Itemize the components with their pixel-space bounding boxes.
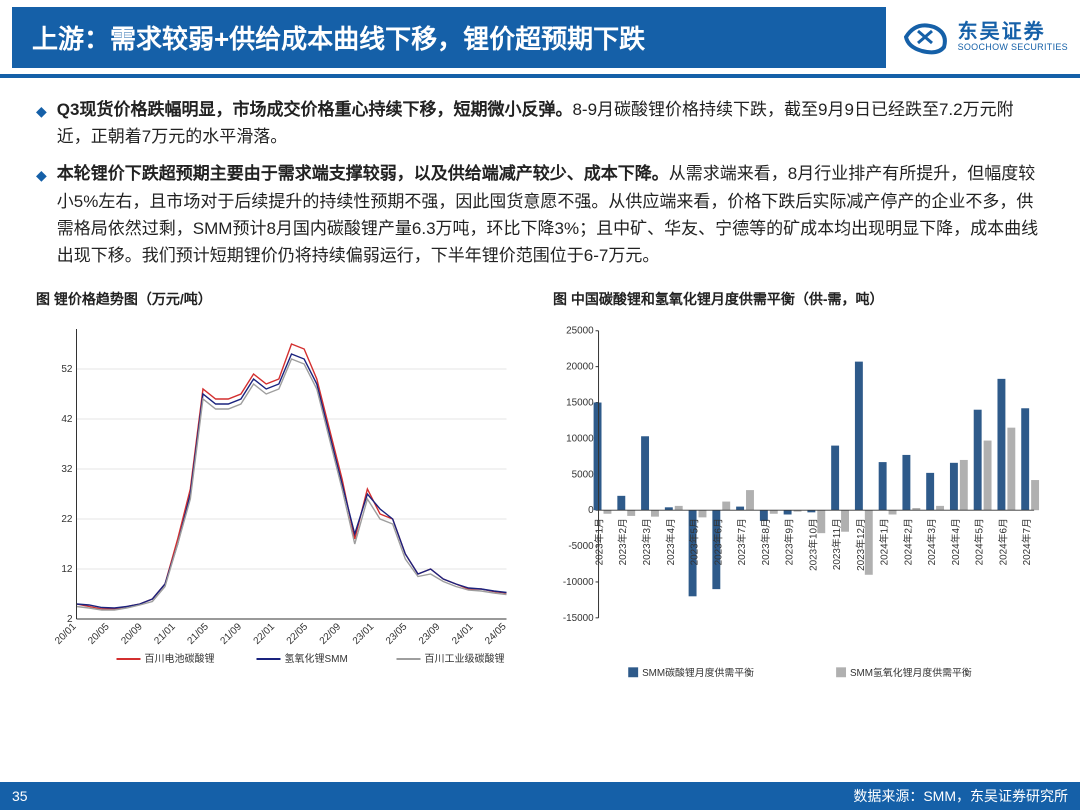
svg-text:百川工业级碳酸锂: 百川工业级碳酸锂 (425, 652, 505, 665)
svg-text:2023年10月: 2023年10月 (806, 518, 819, 571)
logo-cn: 东吴证券 (958, 21, 1068, 43)
svg-text:2023年11月: 2023年11月 (830, 518, 843, 570)
bullet-item: ◆ 本轮锂价下跌超预期主要由于需求端支撑较弱，以及供给端减产较少、成本下降。从需… (36, 160, 1044, 269)
content-body: ◆ Q3现货价格跌幅明显，市场成交价格重心持续下移，短期微小反弹。8-9月碳酸锂… (0, 78, 1080, 269)
charts-row: 图 锂价格趋势图（万元/吨） 2122232425220/0120/0520/0… (0, 279, 1080, 694)
svg-text:-5000: -5000 (568, 541, 594, 552)
svg-text:23/05: 23/05 (384, 621, 410, 647)
bullet-bold: Q3现货价格跌幅明显，市场成交价格重心持续下移，短期微小反弹。 (57, 100, 573, 119)
svg-text:SMM碳酸锂月度供需平衡: SMM碳酸锂月度供需平衡 (642, 666, 754, 679)
svg-text:22/09: 22/09 (318, 621, 344, 647)
svg-text:20000: 20000 (566, 362, 594, 373)
chart2-svg: -15000 -10000 -5000 0 5000 10000 15000 20000 250… (553, 319, 1044, 689)
svg-text:5000: 5000 (572, 469, 594, 480)
svg-text:2023年2月: 2023年2月 (616, 518, 629, 565)
svg-text:15000: 15000 (566, 398, 594, 409)
chart1-svg: 2122232425220/0120/0520/0921/0121/0521/0… (36, 319, 527, 669)
svg-text:21/05: 21/05 (185, 621, 211, 647)
svg-text:23/01: 23/01 (351, 621, 377, 647)
svg-text:2024年5月: 2024年5月 (973, 518, 986, 565)
svg-text:20/09: 20/09 (119, 621, 145, 647)
svg-text:百川电池碳酸锂: 百川电池碳酸锂 (145, 652, 215, 665)
svg-text:24/01: 24/01 (450, 621, 476, 647)
svg-text:2024年7月: 2024年7月 (1020, 518, 1033, 565)
svg-text:0: 0 (588, 505, 594, 516)
diamond-icon: ◆ (36, 164, 47, 269)
svg-text:2024年3月: 2024年3月 (925, 518, 938, 565)
svg-text:2023年12月: 2023年12月 (854, 518, 867, 571)
svg-text:32: 32 (61, 464, 73, 475)
chart1-title: 图 锂价格趋势图（万元/吨） (36, 289, 527, 309)
svg-text:52: 52 (61, 364, 73, 375)
svg-text:24/05: 24/05 (483, 621, 509, 647)
svg-text:2024年6月: 2024年6月 (996, 518, 1009, 565)
svg-text:20/05: 20/05 (86, 621, 112, 647)
chart2-title: 图 中国碳酸锂和氢氧化锂月度供需平衡（供-需，吨） (553, 289, 1044, 309)
svg-text:SMM氢氧化锂月度供需平衡: SMM氢氧化锂月度供需平衡 (850, 666, 972, 679)
svg-text:2023年3月: 2023年3月 (640, 518, 653, 565)
brand-logo: 东吴证券 SOOCHOW SECURITIES (886, 19, 1068, 55)
svg-text:2023年5月: 2023年5月 (688, 518, 701, 565)
svg-text:22/05: 22/05 (285, 621, 311, 647)
svg-text:-15000: -15000 (563, 613, 594, 624)
svg-text:10000: 10000 (566, 434, 594, 445)
svg-text:2024年4月: 2024年4月 (949, 518, 962, 565)
chart-right: 图 中国碳酸锂和氢氧化锂月度供需平衡（供-需，吨） -15000 -10000 -5… (553, 289, 1044, 694)
svg-text:12: 12 (61, 564, 73, 575)
svg-text:-10000: -10000 (563, 577, 594, 588)
page-title: 上游：需求较弱+供给成本曲线下移，锂价超预期下跌 (12, 7, 886, 68)
diamond-icon: ◆ (36, 100, 47, 150)
svg-text:42: 42 (61, 414, 73, 425)
footer: 35 数据来源：SMM，东吴证券研究所 (0, 782, 1080, 810)
svg-text:2023年4月: 2023年4月 (664, 518, 677, 565)
svg-text:2023年9月: 2023年9月 (783, 518, 796, 565)
svg-text:23/09: 23/09 (417, 621, 443, 647)
logo-en: SOOCHOW SECURITIES (958, 43, 1068, 53)
svg-text:2024年1月: 2024年1月 (878, 518, 891, 565)
header: 上游：需求较弱+供给成本曲线下移，锂价超预期下跌 东吴证券 SOOCHOW SE… (0, 0, 1080, 78)
svg-text:21/09: 21/09 (219, 621, 245, 647)
svg-text:25000: 25000 (566, 326, 594, 337)
svg-text:22: 22 (61, 514, 73, 525)
page-number: 35 (12, 788, 28, 804)
bullet-bold: 本轮锂价下跌超预期主要由于需求端支撑较弱，以及供给端减产较少、成本下降。 (57, 164, 669, 183)
svg-text:2024年2月: 2024年2月 (901, 518, 914, 565)
svg-text:2023年6月: 2023年6月 (711, 518, 724, 565)
bullet-item: ◆ Q3现货价格跌幅明显，市场成交价格重心持续下移，短期微小反弹。8-9月碳酸锂… (36, 96, 1044, 150)
svg-text:21/01: 21/01 (152, 621, 178, 647)
svg-text:2023年7月: 2023年7月 (735, 518, 748, 565)
data-source: 数据来源：SMM，东吴证券研究所 (853, 786, 1068, 806)
svg-text:2023年8月: 2023年8月 (759, 518, 772, 565)
svg-text:22/01: 22/01 (252, 621, 278, 647)
svg-text:氢氧化锂SMM: 氢氧化锂SMM (285, 652, 348, 665)
soochow-icon (904, 19, 950, 55)
svg-text:20/01: 20/01 (53, 621, 79, 647)
chart-left: 图 锂价格趋势图（万元/吨） 2122232425220/0120/0520/0… (36, 289, 527, 694)
